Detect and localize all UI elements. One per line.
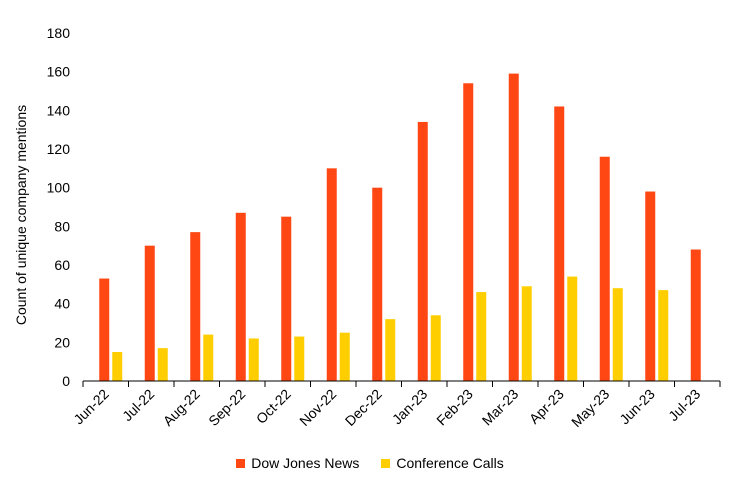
bar-conference-calls bbox=[339, 332, 350, 381]
bar-conference-calls bbox=[430, 315, 441, 381]
x-tick-label: May-23 bbox=[568, 386, 612, 430]
bar-dow-jones-news bbox=[645, 191, 656, 381]
x-tick-label: Jan-23 bbox=[389, 386, 431, 428]
x-axis: Jun-22 Jul-22 Aug-22 Sep-22 Oct-22 Nov-22 Dec-… bbox=[70, 381, 721, 430]
y-tick-label: 80 bbox=[54, 218, 70, 234]
bar-dow-jones-news bbox=[190, 232, 201, 381]
bar-dow-jones-news bbox=[281, 216, 292, 381]
bar-dow-jones-news bbox=[554, 106, 565, 381]
bar-conference-calls bbox=[385, 319, 396, 381]
legend-label: Conference Calls bbox=[396, 455, 504, 471]
y-tick-label: 60 bbox=[54, 257, 70, 273]
x-tick-label: Aug-22 bbox=[160, 386, 203, 429]
y-tick-label: 160 bbox=[47, 64, 71, 80]
y-axis-title: Count of unique company mentions bbox=[13, 105, 29, 325]
legend-swatch bbox=[381, 458, 391, 468]
x-tick-label: Jul-22 bbox=[119, 386, 157, 424]
y-tick-label: 180 bbox=[47, 25, 71, 41]
y-tick-label: 40 bbox=[54, 296, 70, 312]
bar-dow-jones-news bbox=[99, 278, 110, 381]
x-tick-label: Jun-23 bbox=[616, 386, 658, 428]
x-tick-label: Jul-23 bbox=[665, 386, 703, 424]
bar-conference-calls bbox=[248, 338, 259, 381]
bar-conference-calls bbox=[521, 286, 532, 381]
bar-dow-jones-news bbox=[508, 73, 519, 381]
bar-dow-jones-news bbox=[417, 121, 428, 381]
bars bbox=[99, 73, 701, 382]
legend-label: Dow Jones News bbox=[251, 455, 360, 471]
x-tick-label: Mar-23 bbox=[479, 386, 522, 429]
bar-dow-jones-news bbox=[144, 245, 155, 381]
bar-conference-calls bbox=[157, 348, 168, 381]
bar-conference-calls bbox=[112, 352, 123, 381]
y-tick-label: 0 bbox=[62, 373, 70, 389]
bar-dow-jones-news bbox=[463, 83, 474, 382]
bar-dow-jones-news bbox=[326, 168, 337, 381]
bar-conference-calls bbox=[612, 288, 623, 381]
legend-item-conference-calls: Conference Calls bbox=[381, 455, 504, 471]
y-tick-label: 100 bbox=[47, 180, 71, 196]
bar-conference-calls bbox=[658, 290, 669, 381]
legend-item-dow-jones-news: Dow Jones News bbox=[236, 455, 359, 471]
y-tick-label: 20 bbox=[54, 334, 70, 350]
legend: Dow Jones News Conference Calls bbox=[0, 455, 740, 471]
bar-conference-calls bbox=[567, 276, 578, 381]
bar-dow-jones-news bbox=[372, 187, 383, 381]
bar-dow-jones-news bbox=[599, 156, 610, 381]
x-tick-label: Apr-23 bbox=[526, 386, 567, 427]
bar-dow-jones-news bbox=[690, 249, 701, 381]
x-tick-label: Feb-23 bbox=[433, 386, 476, 429]
x-tick-label: Oct-22 bbox=[253, 386, 294, 427]
x-tick-label: Nov-22 bbox=[296, 386, 339, 429]
y-tick-label: 140 bbox=[47, 102, 71, 118]
bar-dow-jones-news bbox=[235, 212, 246, 381]
bar-conference-calls bbox=[203, 334, 214, 381]
legend-swatch bbox=[236, 458, 246, 468]
x-tick-label: Jun-22 bbox=[70, 386, 112, 428]
bar-conference-calls bbox=[476, 292, 487, 381]
y-tick-label: 120 bbox=[47, 141, 71, 157]
y-axis: 0 20 40 60 80 100 120 140 160 180 bbox=[47, 25, 71, 389]
bar-conference-calls bbox=[294, 336, 305, 381]
x-tick-label: Sep-22 bbox=[205, 386, 248, 429]
x-tick-label: Dec-22 bbox=[342, 386, 385, 429]
